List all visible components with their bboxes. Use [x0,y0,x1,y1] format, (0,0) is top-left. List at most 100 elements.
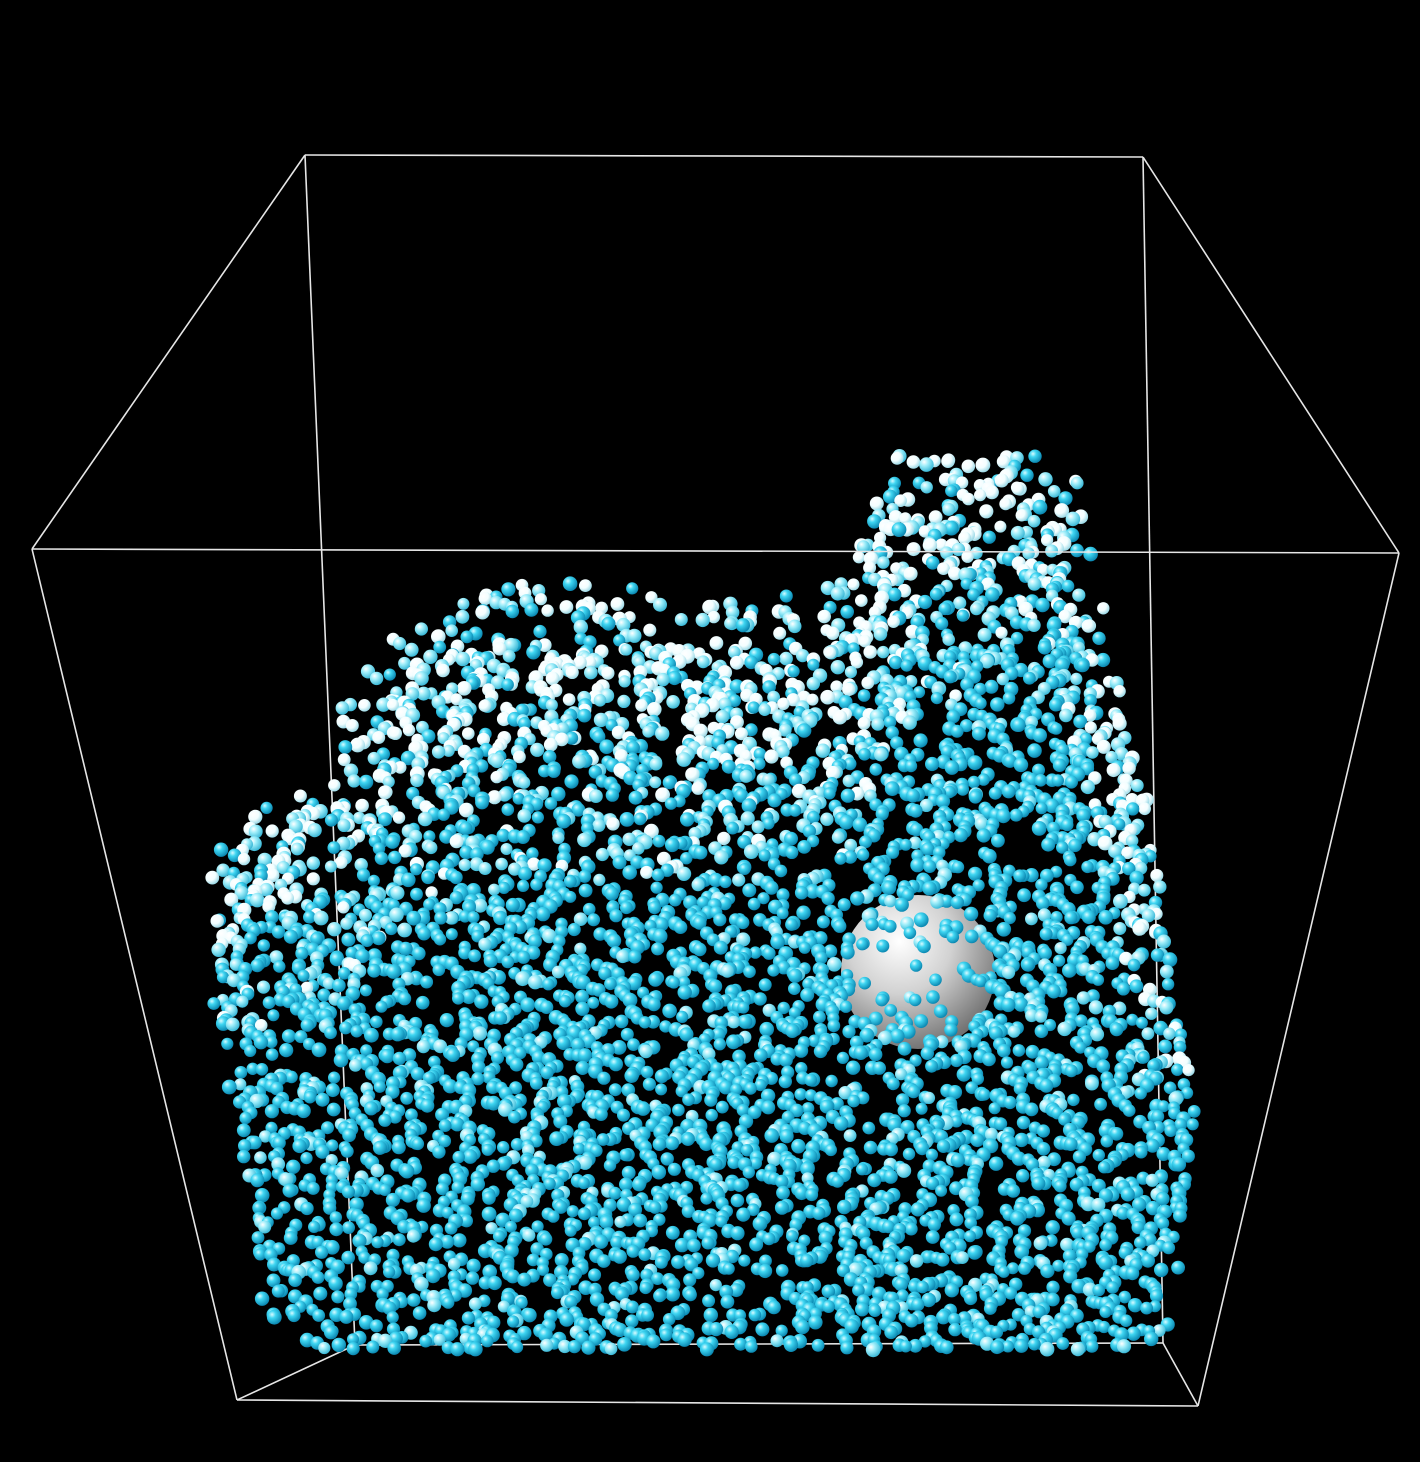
fluid-particle [1182,1064,1195,1077]
fluid-particle [300,1201,314,1216]
fluid-particle [587,996,600,1009]
fluid-particle [695,612,710,628]
fluid-particle [529,1076,543,1090]
fluid-particle [317,988,331,1002]
fluid-particle [777,1001,790,1015]
fluid-particle [406,1229,420,1243]
fluid-particle [1056,841,1069,854]
fluid-particle [962,492,975,506]
fluid-particle [917,594,933,610]
fluid-particle [621,1165,636,1180]
fluid-particle [252,1201,265,1214]
fluid-particle [727,1156,741,1169]
fluid-particle [486,1095,501,1111]
fluid-particle [935,1184,948,1197]
fluid-particle [458,946,472,960]
fluid-particle [246,1062,259,1076]
fluid-particle [492,1230,506,1243]
fluid-particle [1181,1149,1195,1163]
fluid-particle [378,812,392,827]
fluid-particle [764,880,779,895]
fluid-particle [1045,1220,1060,1235]
fluid-particle [776,907,789,920]
fluid-particle [702,1047,716,1061]
fluid-particle [445,1047,461,1063]
fluid-particle [370,1163,385,1178]
fluid-particle [925,756,940,772]
fluid-particle [322,977,335,990]
fluid-particle [478,862,492,875]
fluid-particle [964,929,979,944]
fluid-particle [406,1293,421,1307]
fluid-particle [764,1128,779,1143]
fluid-particle [648,901,661,915]
fluid-particle [1011,482,1025,496]
fluid-particle [1042,654,1057,669]
fluid-particle [967,1245,982,1260]
fluid-particle [256,980,271,994]
fluid-particle [984,1127,999,1141]
fluid-particle [211,942,226,957]
fluid-particle [1023,671,1036,685]
fluid-particle [868,1304,882,1317]
fluid-particle [778,1074,792,1089]
fluid-particle [692,916,707,930]
fluid-particle [1084,694,1097,707]
fluid-particle [744,655,758,670]
fluid-particle [234,885,249,900]
fluid-particle [573,619,588,635]
fluid-particle [795,1062,808,1075]
fluid-particle [979,654,995,669]
fluid-particle [894,897,909,912]
fluid-particle [478,591,492,606]
fluid-particle [1086,746,1099,759]
fluid-particle [1098,910,1113,925]
fluid-particle [923,860,937,873]
fluid-particle [748,1308,762,1322]
fluid-particle [1171,1260,1185,1275]
fluid-particle [1068,838,1082,853]
fluid-particle [762,817,775,830]
fluid-particle [420,975,434,989]
fluid-particle [461,989,477,1005]
fluid-particle [461,1311,475,1325]
fluid-particle [753,992,767,1006]
fluid-particle [262,900,276,913]
fluid-particle [364,1101,379,1116]
fluid-particle [554,732,569,747]
fluid-particle [391,1140,406,1155]
fluid-particle [785,845,799,860]
fluid-particle [226,973,241,988]
fluid-particle [730,715,744,729]
fluid-particle [520,1195,534,1208]
fluid-particle [617,694,631,709]
fluid-particle [1035,878,1048,891]
fluid-particle [641,1308,654,1322]
fluid-particle [847,642,860,655]
fluid-particle [1036,896,1050,911]
fluid-particle [578,883,593,898]
fluid-particle [749,1156,762,1170]
fluid-particle [720,964,734,978]
fluid-particle [447,1257,461,1271]
fluid-particle [1027,743,1042,758]
fluid-particle [747,897,761,911]
fluid-particle [578,1155,593,1170]
fluid-particle [713,913,727,927]
fluid-particle [847,1094,861,1108]
fluid-particle [628,790,643,805]
fluid-particle [655,787,670,803]
fluid-particle [321,1121,334,1135]
fluid-particle [991,833,1005,848]
fluid-particle [1119,1314,1133,1327]
fluid-particle [784,831,798,846]
fluid-particle [726,1034,741,1050]
fluid-particle [1032,728,1047,743]
fluid-particle [648,972,663,987]
fluid-particle [667,976,680,989]
fluid-particle [608,1186,622,1200]
fluid-particle [1113,685,1126,698]
fluid-particle [458,821,473,836]
